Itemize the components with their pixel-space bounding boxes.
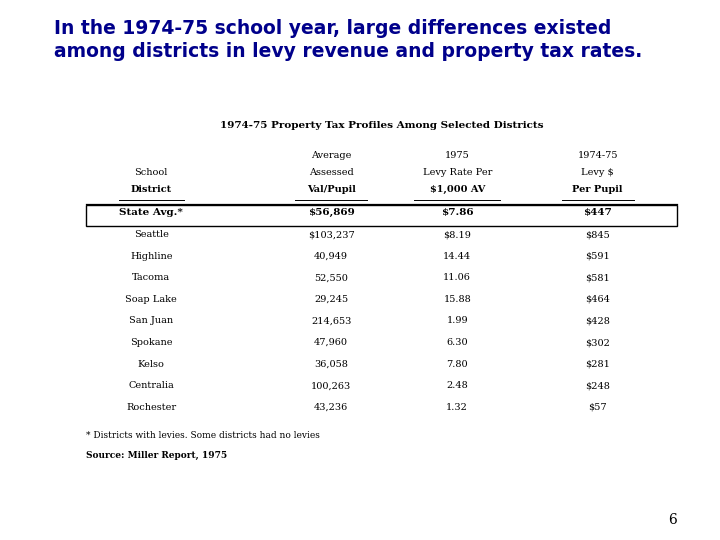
Bar bbox=[86, 205, 677, 226]
Text: 1974-75: 1974-75 bbox=[577, 151, 618, 160]
Text: Centralia: Centralia bbox=[128, 381, 174, 390]
Text: Soap Lake: Soap Lake bbox=[125, 295, 177, 304]
Text: 11.06: 11.06 bbox=[444, 273, 471, 282]
Text: 36,058: 36,058 bbox=[314, 360, 348, 369]
Text: 40,949: 40,949 bbox=[314, 252, 348, 261]
Text: $464: $464 bbox=[585, 295, 610, 304]
Text: Val/Pupil: Val/Pupil bbox=[307, 185, 356, 194]
Text: Levy $: Levy $ bbox=[581, 168, 614, 178]
Text: Per Pupil: Per Pupil bbox=[572, 185, 623, 194]
Text: School: School bbox=[135, 168, 168, 178]
Text: San Juan: San Juan bbox=[129, 316, 174, 326]
Text: $1,000 AV: $1,000 AV bbox=[430, 185, 485, 194]
Text: 1.99: 1.99 bbox=[446, 316, 468, 326]
Text: Highline: Highline bbox=[130, 252, 173, 261]
Text: Average: Average bbox=[311, 151, 351, 160]
Text: $7.86: $7.86 bbox=[441, 208, 474, 218]
Text: 1975: 1975 bbox=[445, 151, 469, 160]
Text: $57: $57 bbox=[588, 403, 607, 412]
Text: Tacoma: Tacoma bbox=[132, 273, 170, 282]
Text: Kelso: Kelso bbox=[138, 360, 165, 369]
Text: Rochester: Rochester bbox=[126, 403, 176, 412]
Text: 100,263: 100,263 bbox=[311, 381, 351, 390]
Text: Source: Miller Report, 1975: Source: Miller Report, 1975 bbox=[86, 451, 228, 461]
Text: Assessed: Assessed bbox=[309, 168, 354, 178]
Text: 2.48: 2.48 bbox=[446, 381, 468, 390]
Text: $447: $447 bbox=[583, 208, 612, 218]
Text: $248: $248 bbox=[585, 381, 610, 390]
Text: $845: $845 bbox=[585, 230, 610, 239]
Text: 1974-75 Property Tax Profiles Among Selected Districts: 1974-75 Property Tax Profiles Among Sele… bbox=[220, 122, 544, 131]
Text: $8.19: $8.19 bbox=[444, 230, 471, 239]
Text: $581: $581 bbox=[585, 273, 610, 282]
Text: 29,245: 29,245 bbox=[314, 295, 348, 304]
Text: 52,550: 52,550 bbox=[314, 273, 348, 282]
Text: $56,869: $56,869 bbox=[308, 208, 354, 218]
Text: $103,237: $103,237 bbox=[308, 230, 354, 239]
Text: $428: $428 bbox=[585, 316, 610, 326]
Text: In the 1974-75 school year, large differences existed
among districts in levy re: In the 1974-75 school year, large differ… bbox=[54, 19, 642, 60]
Text: 43,236: 43,236 bbox=[314, 403, 348, 412]
Text: District: District bbox=[130, 185, 172, 194]
Text: $302: $302 bbox=[585, 338, 610, 347]
Text: 7.80: 7.80 bbox=[446, 360, 468, 369]
Text: 214,653: 214,653 bbox=[311, 316, 351, 326]
Text: Seattle: Seattle bbox=[134, 230, 168, 239]
Text: 14.44: 14.44 bbox=[443, 252, 472, 261]
Text: Spokane: Spokane bbox=[130, 338, 173, 347]
Text: State Avg.*: State Avg.* bbox=[120, 208, 183, 218]
Text: Levy Rate Per: Levy Rate Per bbox=[423, 168, 492, 178]
Text: 6: 6 bbox=[668, 512, 677, 526]
Text: 1.32: 1.32 bbox=[446, 403, 468, 412]
Text: * Districts with levies. Some districts had no levies: * Districts with levies. Some districts … bbox=[86, 431, 320, 440]
Text: 6.30: 6.30 bbox=[446, 338, 468, 347]
Text: $281: $281 bbox=[585, 360, 610, 369]
Text: $591: $591 bbox=[585, 252, 610, 261]
Text: 15.88: 15.88 bbox=[444, 295, 471, 304]
Text: 47,960: 47,960 bbox=[314, 338, 348, 347]
